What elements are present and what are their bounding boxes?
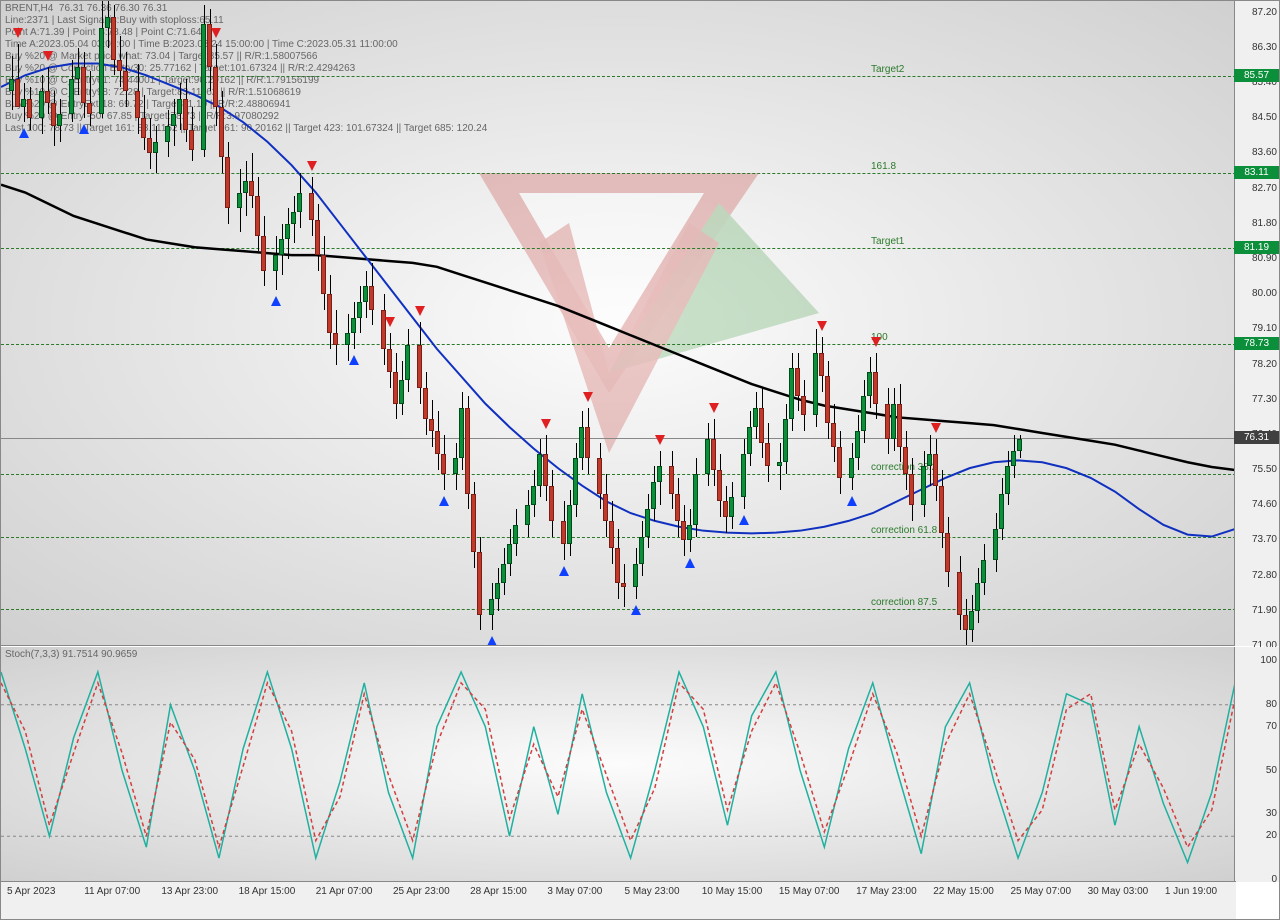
trading-chart-window: BRENT,H4 76.31 76.36 76.30 76.31Line:237… — [0, 0, 1280, 920]
stoch-y-axis: 02030507080100 — [1234, 647, 1279, 882]
time-x-axis: 5 Apr 202311 Apr 07:0013 Apr 23:0018 Apr… — [1, 881, 1236, 919]
main-price-chart[interactable]: BRENT,H4 76.31 76.36 76.30 76.31Line:237… — [1, 1, 1236, 646]
stochastic-panel[interactable]: Stoch(7,3,3) 91.7514 90.9659 — [1, 647, 1236, 882]
stoch-lines — [1, 647, 1236, 882]
price-y-axis: 71.0071.9072.8073.7074.6075.5076.4077.30… — [1234, 1, 1279, 646]
